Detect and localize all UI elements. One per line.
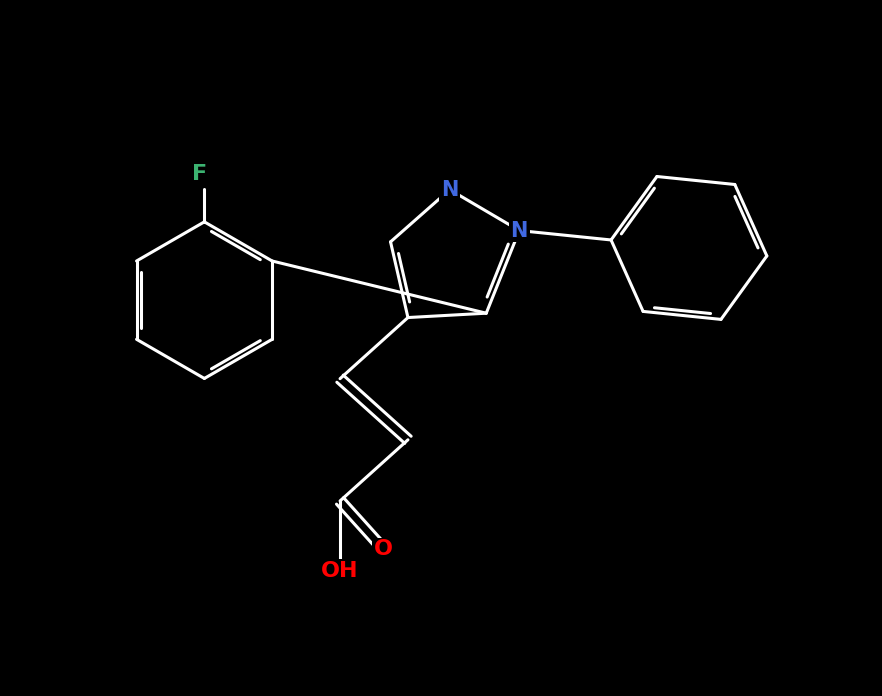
Text: N: N	[511, 221, 528, 241]
Text: N: N	[511, 221, 528, 241]
Text: N: N	[441, 180, 459, 200]
Text: N: N	[441, 180, 459, 200]
Text: N: N	[511, 221, 528, 241]
Text: O: O	[374, 539, 393, 560]
Text: F: F	[192, 164, 207, 184]
Text: OH: OH	[321, 560, 359, 580]
